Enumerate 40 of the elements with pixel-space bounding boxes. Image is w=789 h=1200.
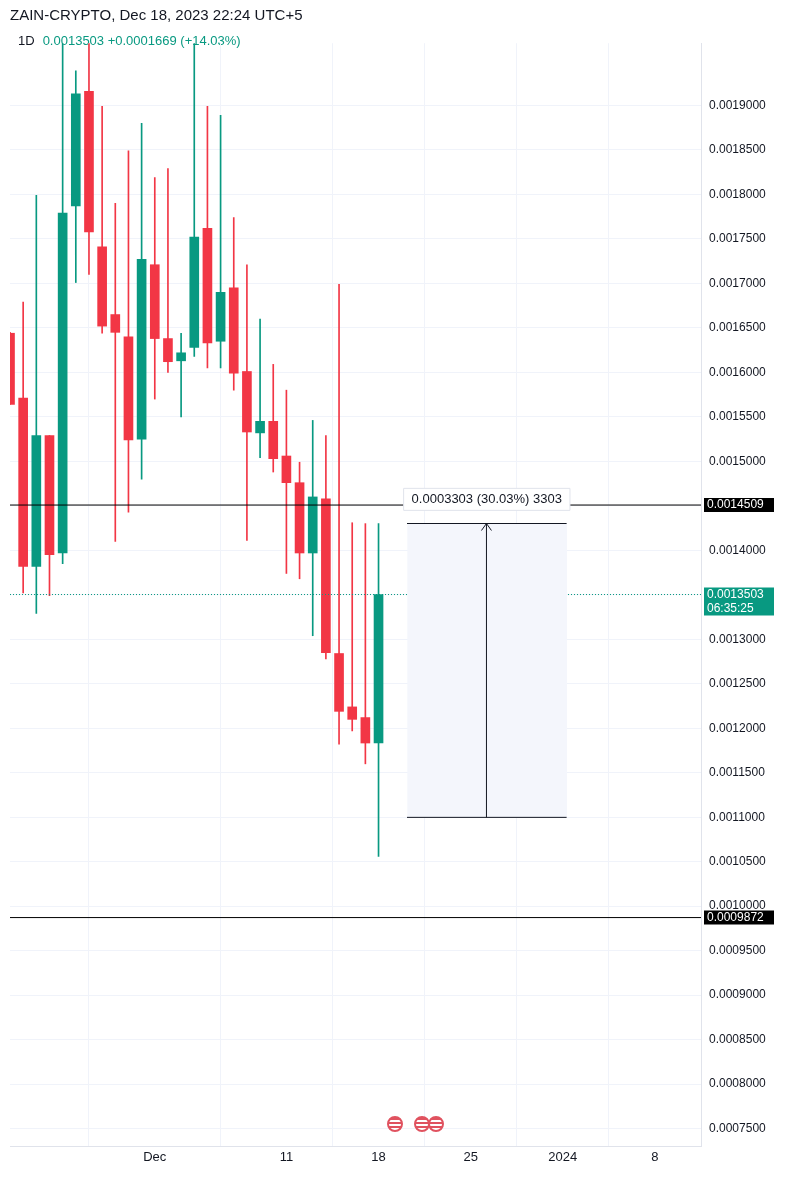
chart-subtitle: 1D xyxy=(18,33,35,48)
band-label: 0.0003303 (30.03%) 3303 xyxy=(411,490,562,506)
x-tick-label: 18 xyxy=(371,1148,386,1164)
y-tick-label: 0.0008500 xyxy=(709,1031,767,1046)
y-tick-label: 0.0009500 xyxy=(709,942,767,957)
y-tick-label: 0.0015000 xyxy=(709,453,767,468)
y-tick-label: 0.0010500 xyxy=(709,854,767,869)
chart-title: ZAIN-CRYPTO, Dec 18, 2023 22:24 UTC+5 xyxy=(10,6,303,23)
candlestick xyxy=(255,318,265,459)
x-tick-label: 11 xyxy=(279,1148,294,1164)
candlestick xyxy=(110,203,121,542)
ref-line-label: 0.0014509 xyxy=(707,497,765,512)
x-tick-label: 25 xyxy=(463,1148,478,1164)
y-tick-label: 0.0016500 xyxy=(709,320,767,335)
y-tick-label: 0.0007500 xyxy=(709,1120,767,1135)
y-tick-label: 0.0015500 xyxy=(709,409,767,424)
y-tick-label: 0.0018000 xyxy=(709,186,767,201)
y-tick-label: 0.0019000 xyxy=(709,97,767,112)
candlestick xyxy=(334,283,344,745)
x-tick-label: 8 xyxy=(651,1148,659,1164)
y-tick-label: 0.0011000 xyxy=(709,809,766,824)
x-tick-label: 2024 xyxy=(548,1148,578,1164)
annotation: 0.0013503 +0.0001669 (+14.03%) xyxy=(42,33,241,48)
y-tick-label: 0.0011500 xyxy=(709,765,766,780)
y-tick-label: 0.0008000 xyxy=(709,1076,767,1091)
y-tick-label: 0.0014000 xyxy=(709,542,767,557)
y-tick-label: 0.0009000 xyxy=(709,987,767,1002)
y-tick-label: 0.0018500 xyxy=(709,142,767,157)
y-tick-label: 0.0013000 xyxy=(709,631,767,646)
y-tick-label: 0.0012000 xyxy=(709,720,767,735)
y-tick-label: 0.0016000 xyxy=(709,364,767,379)
y-tick-label: 0.0017500 xyxy=(709,231,767,246)
x-tick-label: Dec xyxy=(143,1148,167,1164)
candlestick xyxy=(176,332,186,418)
candlestick xyxy=(242,264,252,541)
y-tick-label: 0.0017000 xyxy=(709,275,767,290)
ref-line-label: 0.0013503 06:35:25 xyxy=(707,586,765,615)
candlestick xyxy=(347,522,358,732)
candlestick xyxy=(163,168,173,373)
y-tick-label: 0.0012500 xyxy=(709,676,767,691)
